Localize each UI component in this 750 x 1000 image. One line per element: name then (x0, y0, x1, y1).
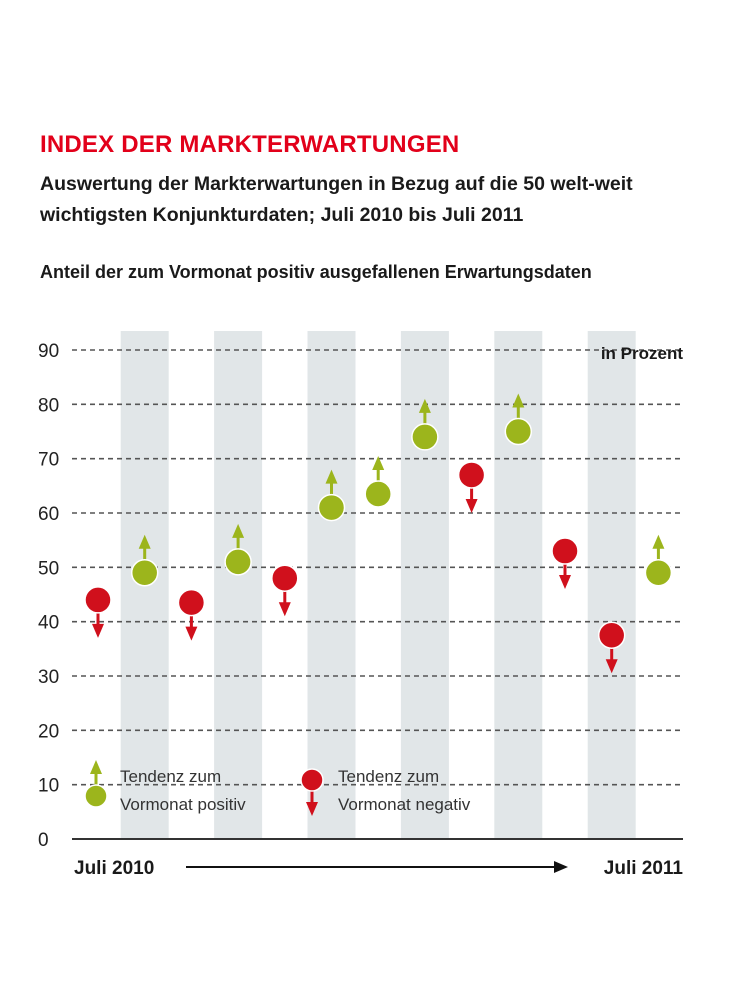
legend-positive-line1: Tendenz zum (120, 767, 221, 786)
data-point-dot (504, 417, 533, 446)
x-start-label: Juli 2010 (74, 858, 154, 879)
y-tick-label: 70 (38, 450, 59, 471)
chart-subtitle: Auswertung der Markterwartungen in Bezug… (40, 173, 633, 226)
y-axis-ticks: 0 10 20 30 40 50 60 70 80 90 (38, 341, 59, 851)
down-arrow-icon (559, 575, 571, 590)
data-point-negative (457, 461, 486, 513)
data-point-dot (84, 586, 112, 614)
legend-marker-dot (300, 768, 324, 792)
data-point-dot (457, 461, 486, 489)
up-arrow-icon (138, 534, 151, 549)
up-arrow-icon (325, 469, 338, 484)
y-tick-label: 60 (38, 504, 59, 525)
data-point-negative (597, 621, 626, 674)
legend-marker-negative (300, 768, 324, 816)
timeline-arrow-head (554, 861, 568, 873)
down-arrow-icon (306, 802, 318, 816)
data-point-negative (271, 564, 299, 617)
data-point-dot (130, 559, 159, 587)
data-point-dot (597, 621, 626, 649)
data-point-positive (317, 469, 346, 522)
data-point-dot (177, 588, 206, 617)
data-point-dot (317, 493, 346, 522)
up-arrow-icon (512, 393, 525, 408)
y-tick-label: 80 (38, 395, 59, 416)
data-point-positive (644, 534, 673, 587)
data-point-negative (551, 537, 579, 590)
up-arrow-icon (232, 523, 245, 538)
data-point-positive (411, 398, 439, 451)
legend-negative-line2: Vormonat negativ (338, 795, 471, 814)
month-bands (120, 331, 636, 839)
up-arrow-icon (652, 534, 665, 549)
data-point-positive (504, 393, 533, 446)
gridlines (72, 349, 683, 786)
month-band (587, 331, 636, 839)
legend-negative-marker (300, 768, 324, 816)
y-tick-label: 90 (38, 341, 59, 362)
month-band (214, 331, 263, 839)
down-arrow-icon (92, 623, 104, 638)
y-tick-label: 10 (38, 776, 59, 797)
data-point-dot (644, 559, 673, 587)
data-points (84, 393, 673, 674)
data-point-positive (130, 534, 159, 587)
y-tick-label: 20 (38, 721, 59, 742)
up-arrow-icon (90, 760, 102, 774)
y-tick-label: 50 (38, 558, 59, 579)
legend-positive-marker (84, 760, 108, 808)
x-end-label: Juli 2011 (604, 858, 684, 879)
down-arrow-icon (278, 602, 291, 617)
legend-marker-positive (84, 760, 108, 808)
up-arrow-icon (372, 455, 385, 470)
legend-negative-line1: Tendenz zum (338, 767, 439, 786)
y-tick-label: 40 (38, 613, 59, 634)
data-point-negative (177, 588, 206, 641)
data-point-positive (224, 523, 252, 576)
chart-caption: Anteil der zum Vormonat positiv ausgefal… (40, 262, 592, 282)
down-arrow-icon (465, 498, 478, 513)
unit-label: in Prozent (601, 344, 684, 363)
legend-positive-line2: Vormonat positiv (120, 795, 246, 814)
data-point-dot (364, 480, 392, 508)
data-point-dot (551, 537, 579, 565)
down-arrow-icon (185, 626, 198, 641)
data-point-dot (271, 564, 299, 592)
data-point-dot (224, 548, 252, 576)
data-point-dot (411, 423, 439, 451)
up-arrow-icon (418, 398, 431, 413)
chart-title: INDEX DER MARKTERWARTUNGEN (40, 131, 460, 158)
down-arrow-icon (605, 659, 618, 674)
data-point-negative (84, 586, 112, 638)
legend-marker-dot (84, 784, 108, 808)
y-tick-label: 0 (38, 830, 49, 851)
month-band (307, 331, 356, 839)
data-point-positive (364, 455, 392, 508)
y-tick-label: 30 (38, 667, 59, 688)
legend: Tendenz zum Vormonat positiv Tendenz zum… (84, 760, 471, 816)
